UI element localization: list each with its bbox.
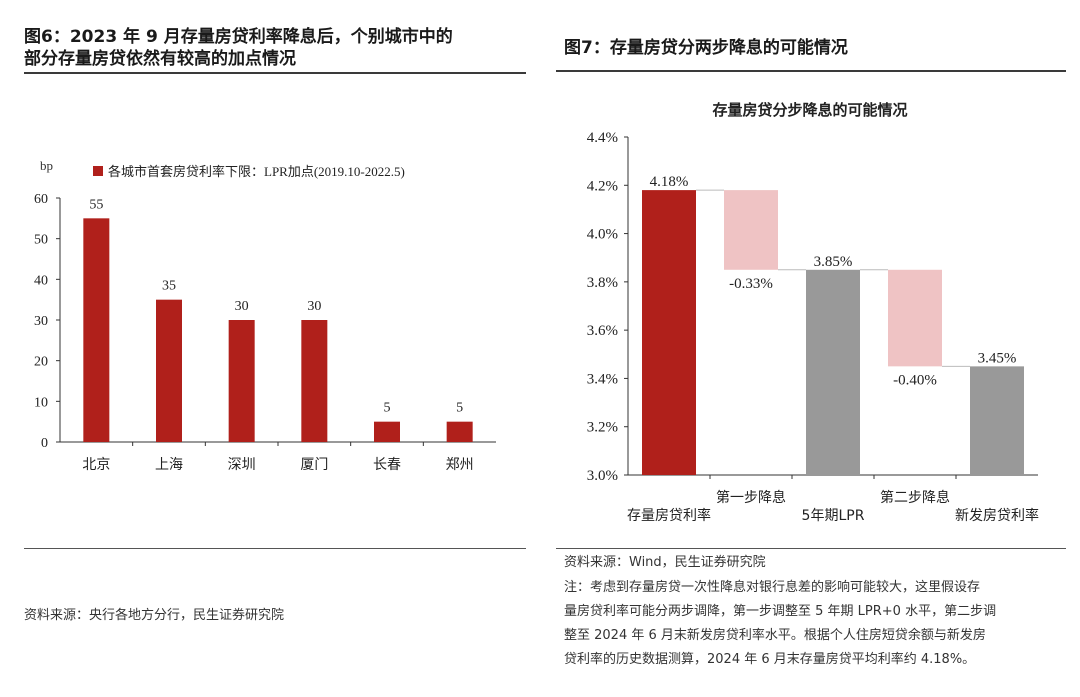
bar-3 bbox=[228, 320, 255, 442]
figure6-bottom-rule bbox=[24, 548, 526, 549]
x-tick-label-5: 新发房贷利率 bbox=[955, 507, 1039, 524]
data-label-1: 55 bbox=[89, 197, 103, 212]
data-label-2: -0.33% bbox=[729, 276, 773, 292]
bar-6 bbox=[446, 421, 473, 442]
y-tick-label: 3.2% bbox=[587, 420, 618, 436]
city-lpr-spread-bar-chart: bp 各城市首套房贷利率下限：LPR加点(2019.10-2022.5) 0 10 20… bbox=[34, 158, 496, 473]
figure7-bottom-rule bbox=[556, 548, 1066, 549]
left-figure-panel: 图6：2023 年 9 月存量房贷利率降息后，个别城市中的 部分存量房贷依然有较… bbox=[24, 27, 526, 623]
waterfall-bar-4 bbox=[888, 269, 942, 367]
figure6-source: 资料来源：央行各地方分行，民生证券研究院 bbox=[24, 608, 285, 623]
figure7-note-line2: 量房贷利率可能分两步调降，第一步调整至 5 年期 LPR+0 水平，第二步调 bbox=[564, 604, 997, 619]
legend-swatch bbox=[93, 166, 103, 176]
data-label-4: -0.40% bbox=[893, 372, 937, 388]
y-tick-label: 50 bbox=[34, 233, 48, 248]
y-tick-label: 3.6% bbox=[587, 323, 618, 339]
y-tick-label: 30 bbox=[34, 314, 48, 329]
x-tick-label-3: 5年期LPR bbox=[802, 508, 865, 524]
waterfall-bar-1 bbox=[642, 190, 696, 475]
y-tick-label: 4.4% bbox=[587, 130, 618, 146]
bar-4 bbox=[301, 320, 328, 442]
figure7-source: 资料来源：Wind，民生证券研究院 bbox=[564, 555, 766, 570]
waterfall-bar-2 bbox=[724, 190, 778, 270]
y-tick-label: 40 bbox=[34, 273, 48, 288]
y-tick-label: 60 bbox=[34, 192, 48, 207]
y-tick-label: 3.4% bbox=[587, 371, 618, 387]
y-tick-label: 20 bbox=[34, 355, 48, 370]
figure7-title-rule bbox=[556, 70, 1066, 72]
x-tick-label-5: 长春 bbox=[373, 457, 401, 473]
waterfall-bar-5 bbox=[970, 366, 1024, 475]
data-label-5: 3.45% bbox=[978, 350, 1017, 366]
y-tick-label: 3.8% bbox=[587, 275, 618, 291]
figure7-title: 图7：存量房贷分两步降息的可能情况 bbox=[564, 38, 848, 58]
x-tick-label-1: 北京 bbox=[82, 457, 110, 473]
bar-5 bbox=[374, 421, 400, 442]
legend-label: 各城市首套房贷利率下限：LPR加点(2019.10-2022.5) bbox=[108, 164, 405, 179]
data-label-3: 30 bbox=[235, 299, 249, 314]
mortgage-rate-waterfall-chart: 存量房贷分步降息的可能情况 3.0% 3.2% 3.4% 3.6% 3.8% 4.0% 4.2… bbox=[587, 101, 1039, 524]
x-tick-label-6: 郑州 bbox=[446, 457, 474, 473]
x-tick-label-2: 上海 bbox=[155, 457, 183, 473]
chart-title: 存量房贷分步降息的可能情况 bbox=[712, 101, 907, 119]
bar-2 bbox=[156, 299, 182, 442]
data-label-6: 5 bbox=[456, 401, 463, 416]
figure6-title-line1: 图6：2023 年 9 月存量房贷利率降息后，个别城市中的 bbox=[24, 27, 453, 47]
figure6-title-rule bbox=[24, 72, 526, 74]
data-label-5: 5 bbox=[384, 401, 391, 416]
figure6-title-line2: 部分存量房贷依然有较高的加点情况 bbox=[24, 49, 296, 69]
bar-1 bbox=[83, 218, 110, 442]
y-axis-unit: bp bbox=[40, 158, 53, 173]
x-tick-label-4: 第二步降息 bbox=[880, 489, 950, 506]
data-label-2: 35 bbox=[162, 279, 176, 294]
x-tick-label-4: 厦门 bbox=[300, 457, 328, 473]
y-tick-label: 0 bbox=[41, 436, 48, 451]
waterfall-bar-3 bbox=[806, 269, 860, 475]
right-figure-panel: 图7：存量房贷分两步降息的可能情况 存量房贷分步降息的可能情况 3.0% 3.2% 3… bbox=[540, 0, 1080, 697]
data-label-3: 3.85% bbox=[814, 254, 853, 270]
data-label-1: 4.18% bbox=[650, 174, 689, 190]
data-label-4: 30 bbox=[307, 299, 321, 314]
figure7-note-line4: 贷利率的历史数据测算，2024 年 6 月末存量房贷平均利率约 4.18%。 bbox=[564, 652, 976, 667]
y-tick-label: 10 bbox=[34, 395, 48, 410]
x-tick-label-1: 存量房贷利率 bbox=[627, 507, 711, 524]
x-tick-label-3: 深圳 bbox=[228, 457, 256, 473]
figure7-note-line3: 整至 2024 年 6 月末新发房贷利率水平。根据个人住房短贷余额与新发房 bbox=[564, 628, 986, 643]
y-tick-label: 4.0% bbox=[587, 227, 618, 243]
x-tick-label-2: 第一步降息 bbox=[716, 489, 786, 506]
y-tick-label: 4.2% bbox=[587, 178, 618, 194]
y-tick-label: 3.0% bbox=[587, 468, 618, 484]
figure7-note-line1: 注：考虑到存量房贷一次性降息对银行息差的影响可能较大，这里假设存 bbox=[564, 580, 981, 595]
